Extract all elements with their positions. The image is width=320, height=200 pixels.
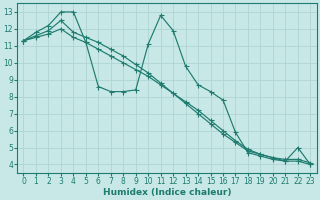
X-axis label: Humidex (Indice chaleur): Humidex (Indice chaleur) [103,188,231,197]
